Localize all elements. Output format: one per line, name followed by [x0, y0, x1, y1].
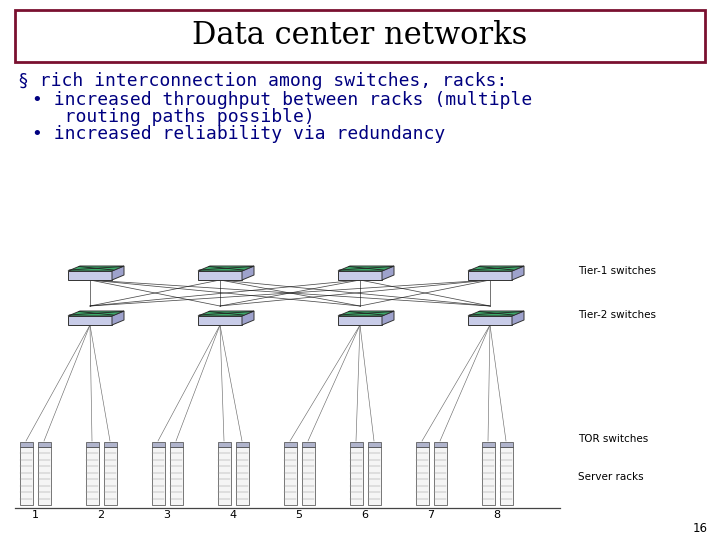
Text: 3: 3 — [163, 510, 171, 520]
Polygon shape — [68, 271, 112, 280]
Bar — [500, 442, 513, 447]
Polygon shape — [468, 316, 512, 325]
Text: • increased throughput between racks (multiple: • increased throughput between racks (mu… — [32, 91, 532, 109]
Bar — [367, 442, 380, 447]
Bar — [19, 447, 32, 505]
Bar — [482, 447, 495, 505]
Text: Data center networks: Data center networks — [192, 21, 528, 51]
Bar — [151, 442, 164, 447]
Polygon shape — [198, 271, 242, 280]
Polygon shape — [198, 266, 254, 271]
Text: routing paths possible): routing paths possible) — [32, 108, 315, 126]
Text: 7: 7 — [428, 510, 435, 520]
Polygon shape — [468, 311, 524, 316]
Polygon shape — [382, 266, 394, 280]
Bar — [169, 442, 182, 447]
Text: 5: 5 — [295, 510, 302, 520]
Text: Tier-1 switches: Tier-1 switches — [578, 266, 656, 275]
Polygon shape — [338, 271, 382, 280]
Bar — [482, 442, 495, 447]
Bar — [284, 442, 297, 447]
Bar — [151, 447, 164, 505]
Polygon shape — [198, 311, 254, 316]
Bar — [500, 447, 513, 505]
Text: 2: 2 — [97, 510, 104, 520]
Polygon shape — [512, 311, 524, 325]
Bar — [169, 447, 182, 505]
Text: 16: 16 — [693, 522, 708, 535]
Bar — [433, 447, 446, 505]
Bar — [284, 447, 297, 505]
Polygon shape — [198, 316, 242, 325]
Bar — [104, 442, 117, 447]
Bar — [217, 447, 230, 505]
Bar — [217, 442, 230, 447]
Text: Tier-2 switches: Tier-2 switches — [578, 310, 656, 321]
Polygon shape — [112, 266, 124, 280]
Polygon shape — [512, 266, 524, 280]
Bar — [37, 447, 50, 505]
Bar — [37, 442, 50, 447]
Text: • increased reliability via redundancy: • increased reliability via redundancy — [32, 125, 445, 143]
Polygon shape — [68, 316, 112, 325]
Text: TOR switches: TOR switches — [578, 434, 648, 444]
Bar — [19, 442, 32, 447]
Polygon shape — [338, 311, 394, 316]
Text: § rich interconnection among switches, racks:: § rich interconnection among switches, r… — [18, 72, 508, 90]
Polygon shape — [468, 266, 524, 271]
Polygon shape — [382, 311, 394, 325]
FancyBboxPatch shape — [15, 10, 705, 62]
Polygon shape — [242, 266, 254, 280]
Polygon shape — [112, 311, 124, 325]
Bar — [349, 447, 362, 505]
Bar — [433, 442, 446, 447]
Bar — [302, 447, 315, 505]
Bar — [235, 442, 248, 447]
Bar — [86, 447, 99, 505]
Bar — [415, 442, 428, 447]
Polygon shape — [468, 271, 512, 280]
Polygon shape — [338, 316, 382, 325]
Text: 1: 1 — [32, 510, 38, 520]
Bar — [104, 447, 117, 505]
Polygon shape — [68, 266, 124, 271]
Polygon shape — [68, 311, 124, 316]
Text: 4: 4 — [230, 510, 237, 520]
Bar — [302, 442, 315, 447]
Bar — [86, 442, 99, 447]
Bar — [367, 447, 380, 505]
Bar — [235, 447, 248, 505]
Text: 8: 8 — [493, 510, 500, 520]
Text: Server racks: Server racks — [578, 472, 644, 482]
Text: 6: 6 — [361, 510, 369, 520]
Polygon shape — [338, 266, 394, 271]
Polygon shape — [242, 311, 254, 325]
Bar — [349, 442, 362, 447]
Bar — [415, 447, 428, 505]
